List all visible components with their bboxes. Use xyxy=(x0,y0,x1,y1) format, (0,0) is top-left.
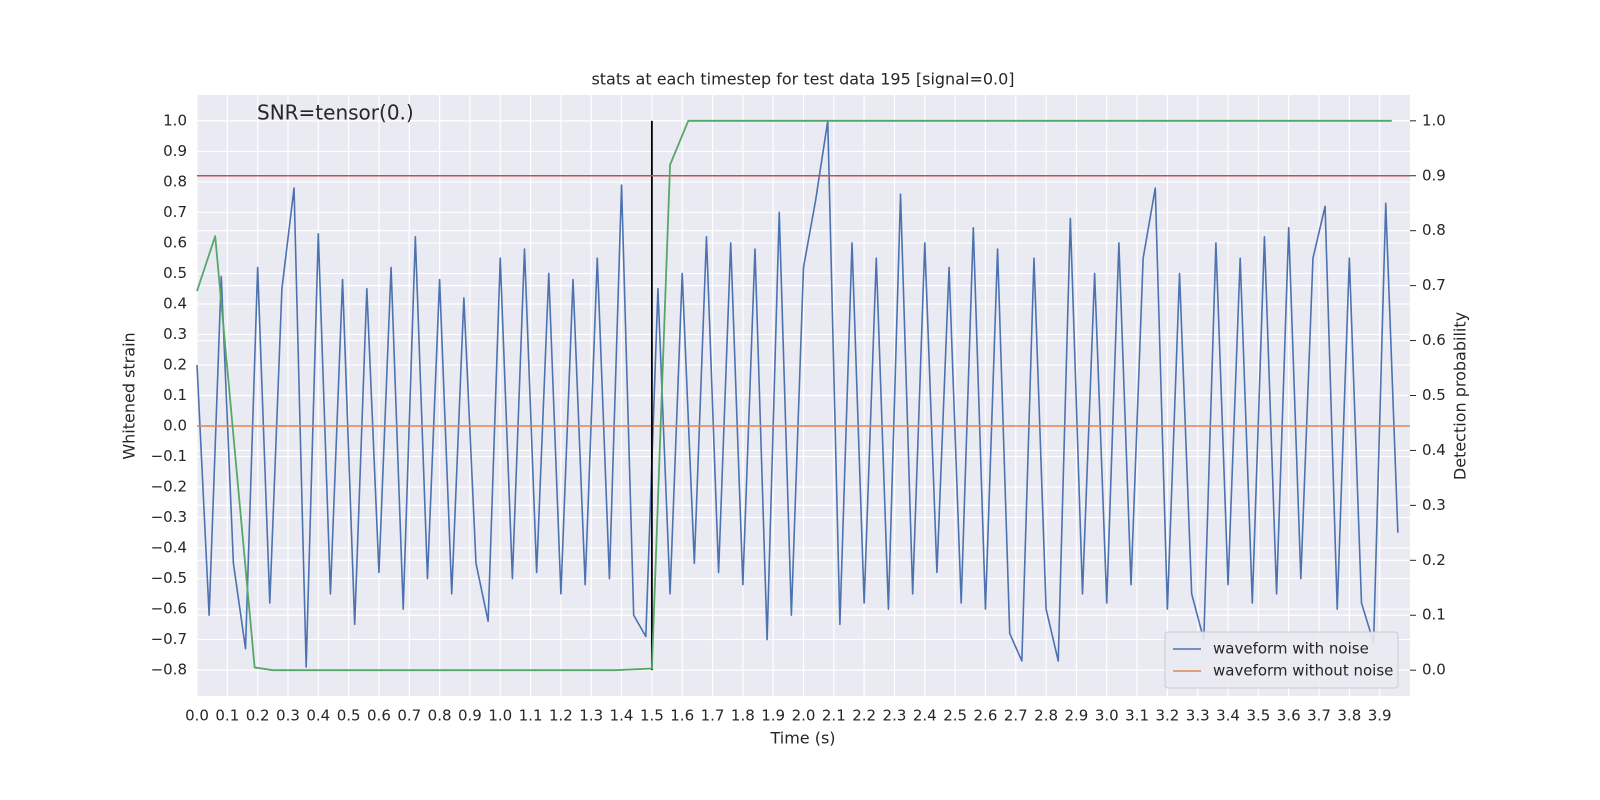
y-tick-label: −0.5 xyxy=(151,569,187,587)
y-tick-label: 0.0 xyxy=(163,417,187,435)
x-tick-label: 3.3 xyxy=(1186,707,1210,725)
y2-tick-label: 0.5 xyxy=(1422,386,1446,404)
series-line xyxy=(196,120,1399,668)
x-tick-label: 0.9 xyxy=(458,707,482,725)
y-tick-label: 0.2 xyxy=(163,355,187,373)
x-tick-label: 2.6 xyxy=(974,707,998,725)
x-tick-label: 3.4 xyxy=(1216,707,1240,725)
x-tick-label: 2.7 xyxy=(1004,707,1028,725)
y2-tick-label: 0.4 xyxy=(1422,441,1446,459)
x-tick-label: 3.1 xyxy=(1125,707,1149,725)
y-tick-label: −0.2 xyxy=(151,478,187,496)
x-tick-label: 3.7 xyxy=(1307,707,1331,725)
x-tick-label: 1.1 xyxy=(519,707,543,725)
y-tick-label: −0.7 xyxy=(151,630,187,648)
y2-tick-label: 0.0 xyxy=(1422,661,1446,679)
x-tick-label: 2.0 xyxy=(792,707,816,725)
y-tick-label: 0.6 xyxy=(163,233,187,251)
annotation: SNR=tensor(0.) xyxy=(257,101,414,125)
x-tick-label: 2.3 xyxy=(883,707,907,725)
x-tick-label: 1.9 xyxy=(761,707,785,725)
x-tick-label: 0.0 xyxy=(185,707,209,725)
series-line xyxy=(196,119,1392,672)
x-tick-label: 3.5 xyxy=(1246,707,1270,725)
x-tick-label: 1.4 xyxy=(610,707,634,725)
x-tick-label: 0.2 xyxy=(246,707,270,725)
y-tick-label: −0.8 xyxy=(151,661,187,679)
x-axis-label: Time (s) xyxy=(769,729,835,748)
y2-tick-label: 0.9 xyxy=(1422,166,1446,184)
y-tick-label: 0.4 xyxy=(163,294,187,312)
chart-title: stats at each timestep for test data 195… xyxy=(591,70,1014,89)
x-tick-label: 0.4 xyxy=(306,707,330,725)
legend-label: waveform without noise xyxy=(1213,662,1393,680)
y2-tick-label: 0.6 xyxy=(1422,331,1446,349)
x-tick-label: 2.8 xyxy=(1034,707,1058,725)
x-tick-label: 1.2 xyxy=(549,707,573,725)
y-tick-label: 1.0 xyxy=(163,111,187,129)
y-tick-label: −0.3 xyxy=(151,508,187,526)
y2-tick-label: 0.2 xyxy=(1422,551,1446,569)
y-tick-label: 0.7 xyxy=(163,203,187,221)
x-tick-label: 0.7 xyxy=(397,707,421,725)
y2-tick-label: 0.8 xyxy=(1422,221,1446,239)
x-tick-label: 1.6 xyxy=(670,707,694,725)
x-tick-label: 1.0 xyxy=(488,707,512,725)
legend-label: waveform with noise xyxy=(1213,640,1369,658)
x-tick-label: 3.2 xyxy=(1155,707,1179,725)
x-tick-label: 1.3 xyxy=(579,707,603,725)
x-tick-label: 0.6 xyxy=(367,707,391,725)
x-tick-label: 2.2 xyxy=(852,707,876,725)
x-tick-label: 1.8 xyxy=(731,707,755,725)
x-tick-label: 1.5 xyxy=(640,707,664,725)
y-tick-label: −0.6 xyxy=(151,600,187,618)
y-tick-label: −0.4 xyxy=(151,539,187,557)
y2-tick-label: 0.3 xyxy=(1422,496,1446,514)
y2-axis-label: Detection probability xyxy=(1451,312,1470,480)
y2-tick-label: 0.7 xyxy=(1422,276,1446,294)
x-tick-label: 2.5 xyxy=(943,707,967,725)
y-tick-label: 0.1 xyxy=(163,386,187,404)
y-tick-label: 0.3 xyxy=(163,325,187,343)
x-tick-label: 0.8 xyxy=(428,707,452,725)
y-tick-label: 0.9 xyxy=(163,142,187,160)
x-tick-label: 2.1 xyxy=(822,707,846,725)
x-tick-label: 0.5 xyxy=(337,707,361,725)
y-axis-label: Whitened strain xyxy=(120,332,139,459)
x-tick-label: 3.6 xyxy=(1277,707,1301,725)
x-tick-label: 0.3 xyxy=(276,707,300,725)
y-tick-label: 0.8 xyxy=(163,172,187,190)
x-tick-label: 2.9 xyxy=(1064,707,1088,725)
x-tick-label: 3.0 xyxy=(1095,707,1119,725)
x-tick-label: 3.9 xyxy=(1368,707,1392,725)
x-tick-label: 3.8 xyxy=(1337,707,1361,725)
x-tick-label: 2.4 xyxy=(913,707,937,725)
y2-tick-label: 0.1 xyxy=(1422,606,1446,624)
legend-box xyxy=(1164,631,1399,689)
y-tick-label: 0.5 xyxy=(163,264,187,282)
y-tick-label: −0.1 xyxy=(151,447,187,465)
x-tick-label: 0.1 xyxy=(215,707,239,725)
x-tick-label: 1.7 xyxy=(701,707,725,725)
y2-tick-label: 1.0 xyxy=(1422,111,1446,129)
